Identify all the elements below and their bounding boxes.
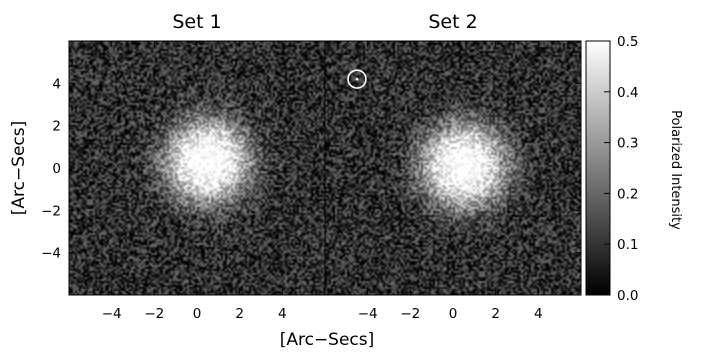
- colorbar-tick-label: 0.1: [617, 237, 638, 253]
- x-tick-label: 0: [449, 306, 458, 322]
- y-axis-label: [Arc−Secs]: [9, 121, 29, 216]
- annotation-layer: [347, 69, 367, 89]
- colorbar-title: Polarized Intensity: [668, 110, 683, 230]
- colorbar-tick-label: 0.0: [617, 288, 638, 304]
- colorbar-ticks: 0.5 0.4 0.3 0.2 0.1 0.0: [604, 34, 638, 304]
- annotation-circle-set-2: [347, 69, 367, 89]
- intensity-map-set-1: [69, 41, 325, 295]
- colorbar-tick-label: 0.3: [617, 136, 638, 152]
- axis-ticks: −4 −2 0 2 4 −4 −2 0 2 4 4 2 0 −2 −4: [41, 41, 581, 322]
- y-tick-label: 0: [52, 161, 61, 177]
- colorbar-tick-label: 0.4: [617, 85, 638, 101]
- y-tick-label: 4: [52, 76, 61, 92]
- x-tick-label: 4: [278, 306, 287, 322]
- x-tick-label: 2: [491, 306, 500, 322]
- y-tick-label: −4: [41, 246, 61, 262]
- y-tick-label: 2: [52, 119, 61, 135]
- panel-title-set-2: Set 2: [428, 11, 477, 33]
- x-tick-label: −2: [400, 306, 420, 322]
- x-tick-label: −4: [358, 306, 378, 322]
- x-axis-label: [Arc−Secs]: [280, 330, 375, 350]
- image-panel-set-2: [325, 41, 581, 295]
- x-tick-label: 2: [235, 306, 244, 322]
- colorbar-tick-label: 0.2: [617, 186, 638, 202]
- x-tick-label: −2: [144, 306, 164, 322]
- x-tick-label: −4: [102, 306, 122, 322]
- colorbar-tick-label: 0.5: [617, 34, 638, 50]
- annotation-source-dot-set-2: [355, 77, 359, 81]
- y-tick-label: −2: [41, 203, 61, 219]
- panel-title-set-1: Set 1: [172, 11, 221, 33]
- colorbar: [585, 40, 611, 296]
- x-tick-label: 4: [534, 306, 543, 322]
- image-panel-set-1: [69, 41, 325, 295]
- intensity-map-set-2: [325, 41, 581, 295]
- x-tick-label: 0: [193, 306, 202, 322]
